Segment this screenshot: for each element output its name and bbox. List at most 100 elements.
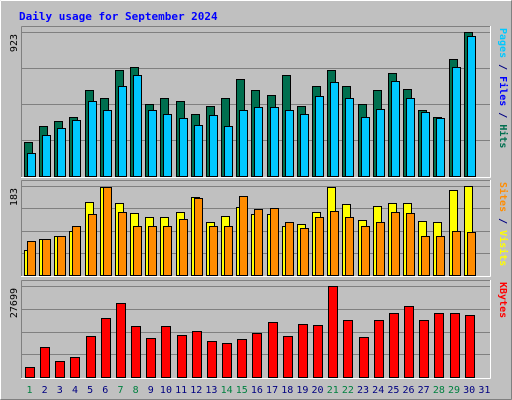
bar-kbytes-day-7 [116, 303, 126, 378]
panel-1: 923 Pages / Files / Hits [9, 26, 509, 178]
x-tick-label-day-3: 3 [57, 385, 63, 396]
panel-3: 27699 KBytes [9, 280, 508, 379]
bar-sites-day-8 [133, 226, 142, 276]
bar-files-day-29 [452, 67, 461, 177]
x-tick-label-day-22: 22 [342, 385, 354, 396]
bar-kbytes-day-30 [465, 315, 475, 378]
bar-files-day-10 [163, 114, 172, 177]
bar-sites-day-17 [270, 208, 279, 276]
bar-sites-day-10 [163, 226, 172, 276]
bar-files-day-26 [406, 98, 415, 177]
x-tick-label-day-1: 1 [26, 385, 32, 396]
bar-files-day-20 [315, 96, 324, 177]
bar-kbytes-day-16 [252, 333, 262, 378]
bar-kbytes-day-18 [283, 336, 293, 378]
bar-kbytes-day-17 [268, 322, 278, 378]
bar-sites-day-30 [467, 232, 476, 276]
bar-kbytes-day-2 [40, 347, 50, 378]
bar-files-day-24 [376, 109, 385, 177]
legend-segment: Pages [497, 28, 508, 58]
legend-segment: / [497, 212, 508, 230]
bar-kbytes-day-29 [450, 313, 460, 378]
x-tick-label-day-24: 24 [372, 385, 384, 396]
bar-kbytes-day-5 [86, 336, 96, 378]
bar-sites-day-24 [376, 222, 385, 276]
bar-sites-day-13 [209, 226, 218, 276]
bar-kbytes-day-10 [161, 326, 171, 378]
bar-sites-day-6 [103, 187, 112, 276]
bar-files-day-22 [345, 98, 354, 177]
bar-sites-day-15 [239, 196, 248, 276]
bar-sites-day-23 [361, 226, 370, 276]
bar-sites-day-14 [224, 226, 233, 276]
x-tick-label-day-21: 21 [327, 385, 339, 396]
x-tick-label-day-25: 25 [387, 385, 399, 396]
bar-kbytes-day-4 [70, 357, 80, 378]
bar-sites-day-2 [42, 239, 51, 276]
legend-segment: Files [497, 76, 509, 106]
bar-kbytes-day-19 [298, 324, 308, 378]
bar-kbytes-day-13 [207, 341, 217, 378]
bar-files-day-27 [421, 112, 430, 177]
x-tick-label-day-2: 2 [42, 385, 48, 396]
x-tick-label-day-15: 15 [236, 385, 248, 396]
bar-files-day-1 [27, 153, 36, 177]
x-tick-label-day-4: 4 [72, 385, 78, 396]
x-tick-label-day-8: 8 [133, 385, 139, 396]
x-tick-label-day-19: 19 [296, 385, 308, 396]
bar-kbytes-day-1 [25, 367, 35, 378]
x-tick-label-day-17: 17 [266, 385, 278, 396]
series-legend-label: Pages / Files / Hits [497, 28, 509, 148]
bar-sites-day-22 [345, 217, 354, 276]
legend-segment: Visits [497, 230, 509, 266]
x-tick-label-day-16: 16 [251, 385, 263, 396]
bar-kbytes-day-27 [419, 320, 429, 378]
bar-sites-day-3 [57, 236, 66, 276]
legend-segment: Sites [497, 182, 509, 212]
bar-sites-day-29 [452, 231, 461, 276]
bar-sites-day-27 [421, 236, 430, 276]
bar-kbytes-day-25 [389, 313, 399, 378]
x-tick-label-day-5: 5 [87, 385, 93, 396]
bar-files-day-4 [72, 120, 81, 177]
bar-kbytes-day-9 [146, 338, 156, 378]
x-tick-label-day-6: 6 [102, 385, 108, 396]
bar-sites-day-12 [194, 198, 203, 276]
bar-sites-day-25 [391, 212, 400, 276]
bar-kbytes-day-24 [374, 320, 384, 378]
bar-sites-day-19 [300, 228, 309, 276]
panels: 923 Pages / Files / Hits 183 Sites / Visits… [9, 26, 509, 379]
bar-files-day-13 [209, 115, 218, 177]
bar-files-day-14 [224, 126, 233, 177]
x-axis-labels: 1 2 3 4 5 6 7 8 9 10 11 12 13 14 15 16 17 18 19 20 21 22 23 24 2… [26, 385, 490, 396]
x-tick-label-day-30: 30 [463, 385, 475, 396]
legend-segment: Hits [497, 124, 509, 148]
bar-kbytes-day-6 [101, 318, 111, 378]
bar-kbytes-day-20 [313, 325, 323, 378]
bar-files-day-8 [133, 75, 142, 177]
bar-files-day-15 [239, 110, 248, 177]
bar-files-day-7 [118, 86, 127, 177]
bar-files-day-18 [285, 110, 294, 177]
bar-kbytes-day-28 [434, 313, 444, 378]
y-axis-max-label: 183 [9, 188, 20, 206]
x-tick-label-day-23: 23 [357, 385, 369, 396]
x-tick-label-day-14: 14 [221, 385, 233, 396]
x-tick-label-day-29: 29 [448, 385, 460, 396]
bar-sites-day-4 [72, 226, 81, 276]
legend-segment: / [497, 58, 508, 76]
x-tick-label-day-7: 7 [117, 385, 123, 396]
bar-files-day-19 [300, 114, 309, 177]
series-legend-label: KBytes [497, 282, 508, 318]
series-legend-label: Sites / Visits [497, 182, 509, 266]
bar-kbytes-day-14 [222, 343, 232, 378]
bar-files-day-5 [88, 101, 97, 177]
bar-sites-day-7 [118, 212, 127, 276]
bar-files-day-21 [330, 82, 339, 177]
legend-segment: / [497, 106, 508, 124]
bar-sites-day-21 [330, 211, 339, 276]
x-tick-label-day-26: 26 [403, 385, 415, 396]
x-tick-label-day-13: 13 [205, 385, 217, 396]
bar-files-day-9 [148, 110, 157, 177]
